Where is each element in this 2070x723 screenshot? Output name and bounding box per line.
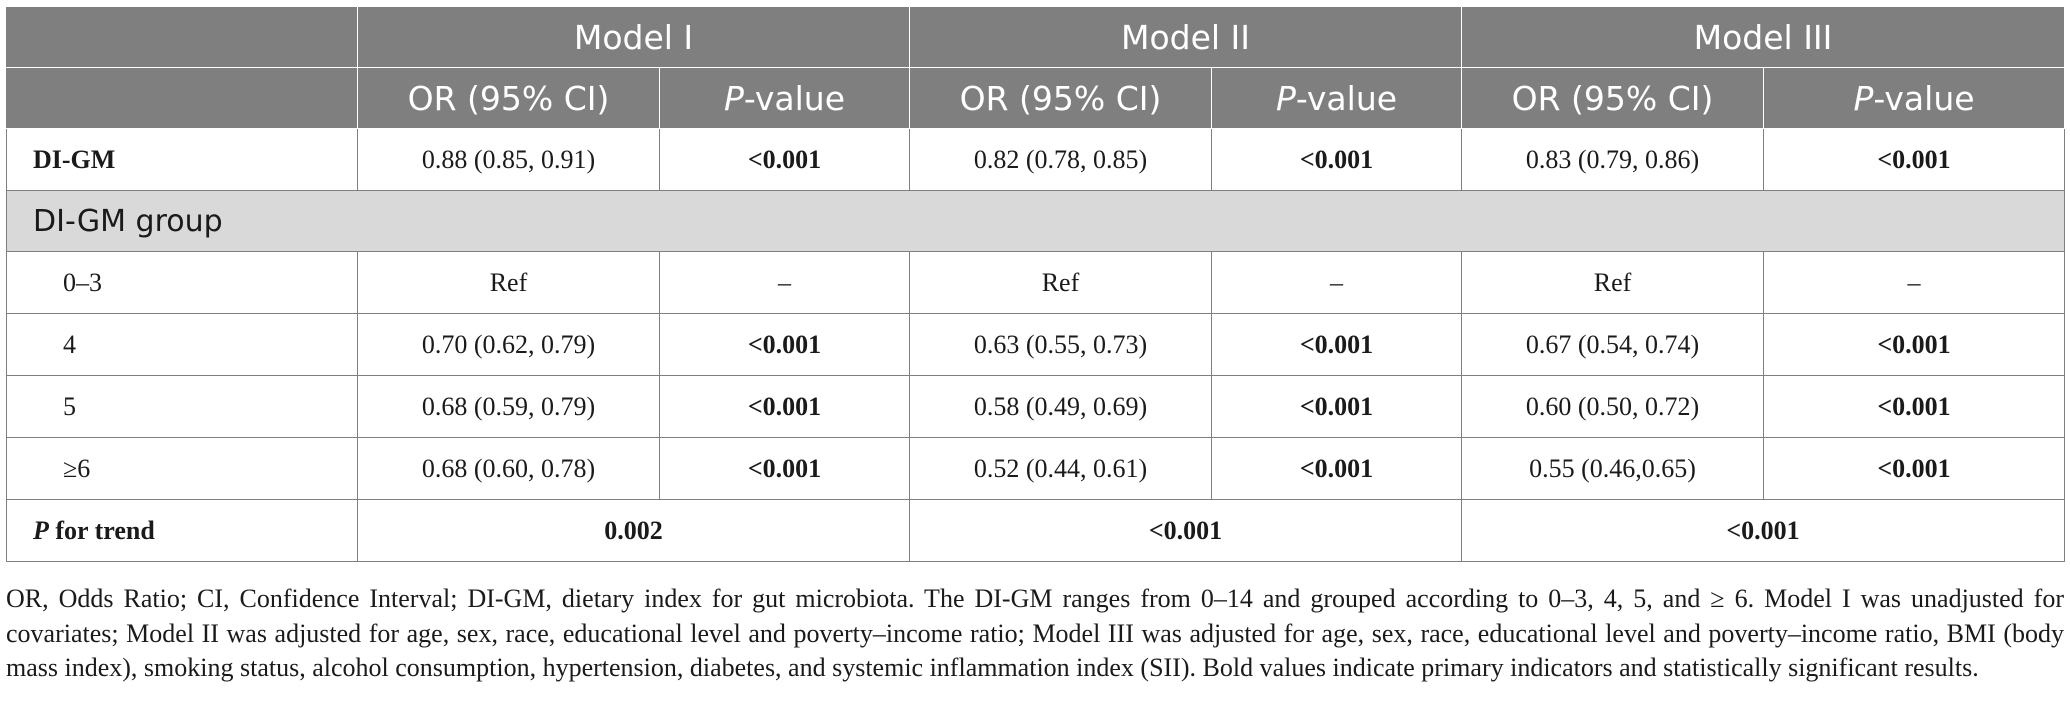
p-cell: <0.001 <box>1210 375 1463 438</box>
p-cell: <0.001 <box>659 375 910 438</box>
row-label: 0–3 <box>6 251 358 314</box>
p-cell: <0.001 <box>659 437 910 500</box>
column-header-row: OR (95% CI) P-value OR (95% CI) P-value … <box>6 67 2066 129</box>
p-cell: <0.001 <box>1210 313 1463 376</box>
trend-label: P for trend <box>6 499 358 562</box>
or-cell: 0.88 (0.85, 0.91) <box>357 128 660 191</box>
or-cell: 0.60 (0.50, 0.72) <box>1461 375 1765 438</box>
or-header: OR (95% CI) <box>357 67 660 129</box>
or-cell: 0.52 (0.44, 0.61) <box>909 437 1212 500</box>
group-row: DI-GM group <box>5 190 2066 252</box>
or-cell: 0.83 (0.79, 0.86) <box>1461 128 1765 191</box>
p-value-header: P-value <box>1763 67 2066 129</box>
p-cell: – <box>659 251 910 314</box>
header-blank-cell <box>6 6 358 68</box>
model-3-header: Model III <box>1461 6 2066 68</box>
trend-model-1: 0.002 <box>357 499 910 562</box>
row-label: ≥6 <box>6 437 358 500</box>
p-cell: – <box>1210 251 1463 314</box>
results-table: Model I Model II Model III OR (95% CI) P… <box>5 6 2066 562</box>
p-cell: <0.001 <box>1763 128 2066 191</box>
or-cell: 0.67 (0.54, 0.74) <box>1461 313 1765 376</box>
p-value-header: P-value <box>1210 67 1463 129</box>
p-cell: <0.001 <box>1210 437 1463 500</box>
header-blank-cell <box>6 67 358 129</box>
model-2-header: Model II <box>908 6 1463 68</box>
p-cell: <0.001 <box>659 313 910 376</box>
table-row: 0–3 Ref – Ref – Ref – <box>6 251 2066 314</box>
row-label: 5 <box>6 375 358 438</box>
p-cell: – <box>1763 251 2066 314</box>
model-1-header: Model I <box>357 6 910 68</box>
p-cell: <0.001 <box>1763 313 2066 376</box>
trend-model-2: <0.001 <box>908 499 1463 562</box>
or-cell: 0.55 (0.46,0.65) <box>1461 437 1765 500</box>
group-label: DI-GM group <box>5 190 2066 252</box>
or-cell: Ref <box>1461 251 1765 314</box>
or-cell: 0.68 (0.60, 0.78) <box>357 437 660 500</box>
or-cell: Ref <box>909 251 1212 314</box>
or-cell: 0.58 (0.49, 0.69) <box>909 375 1212 438</box>
or-cell: 0.70 (0.62, 0.79) <box>357 313 660 376</box>
table-row: 5 0.68 (0.59, 0.79) <0.001 0.58 (0.49, 0… <box>6 375 2066 438</box>
p-cell: <0.001 <box>659 128 910 191</box>
trend-model-3: <0.001 <box>1461 499 2066 562</box>
table-footnote: OR, Odds Ratio; CI, Confidence Interval;… <box>6 584 2064 682</box>
p-cell: <0.001 <box>1210 128 1463 191</box>
or-cell: Ref <box>357 251 660 314</box>
p-cell: <0.001 <box>1763 437 2066 500</box>
p-value-header: P-value <box>659 67 910 129</box>
trend-row: P for trend 0.002 <0.001 <0.001 <box>6 499 2066 562</box>
table-row-di-gm: DI-GM 0.88 (0.85, 0.91) <0.001 0.82 (0.7… <box>6 128 2066 191</box>
or-header: OR (95% CI) <box>1461 67 1765 129</box>
or-header: OR (95% CI) <box>909 67 1212 129</box>
or-cell: 0.68 (0.59, 0.79) <box>357 375 660 438</box>
p-cell: <0.001 <box>1763 375 2066 438</box>
row-label: 4 <box>6 313 358 376</box>
or-cell: 0.82 (0.78, 0.85) <box>909 128 1212 191</box>
table-row: ≥6 0.68 (0.60, 0.78) <0.001 0.52 (0.44, … <box>6 437 2066 500</box>
model-header-row: Model I Model II Model III <box>6 6 2066 68</box>
or-cell: 0.63 (0.55, 0.73) <box>909 313 1212 376</box>
table-row: 4 0.70 (0.62, 0.79) <0.001 0.63 (0.55, 0… <box>6 313 2066 376</box>
row-label: DI-GM <box>6 128 358 191</box>
